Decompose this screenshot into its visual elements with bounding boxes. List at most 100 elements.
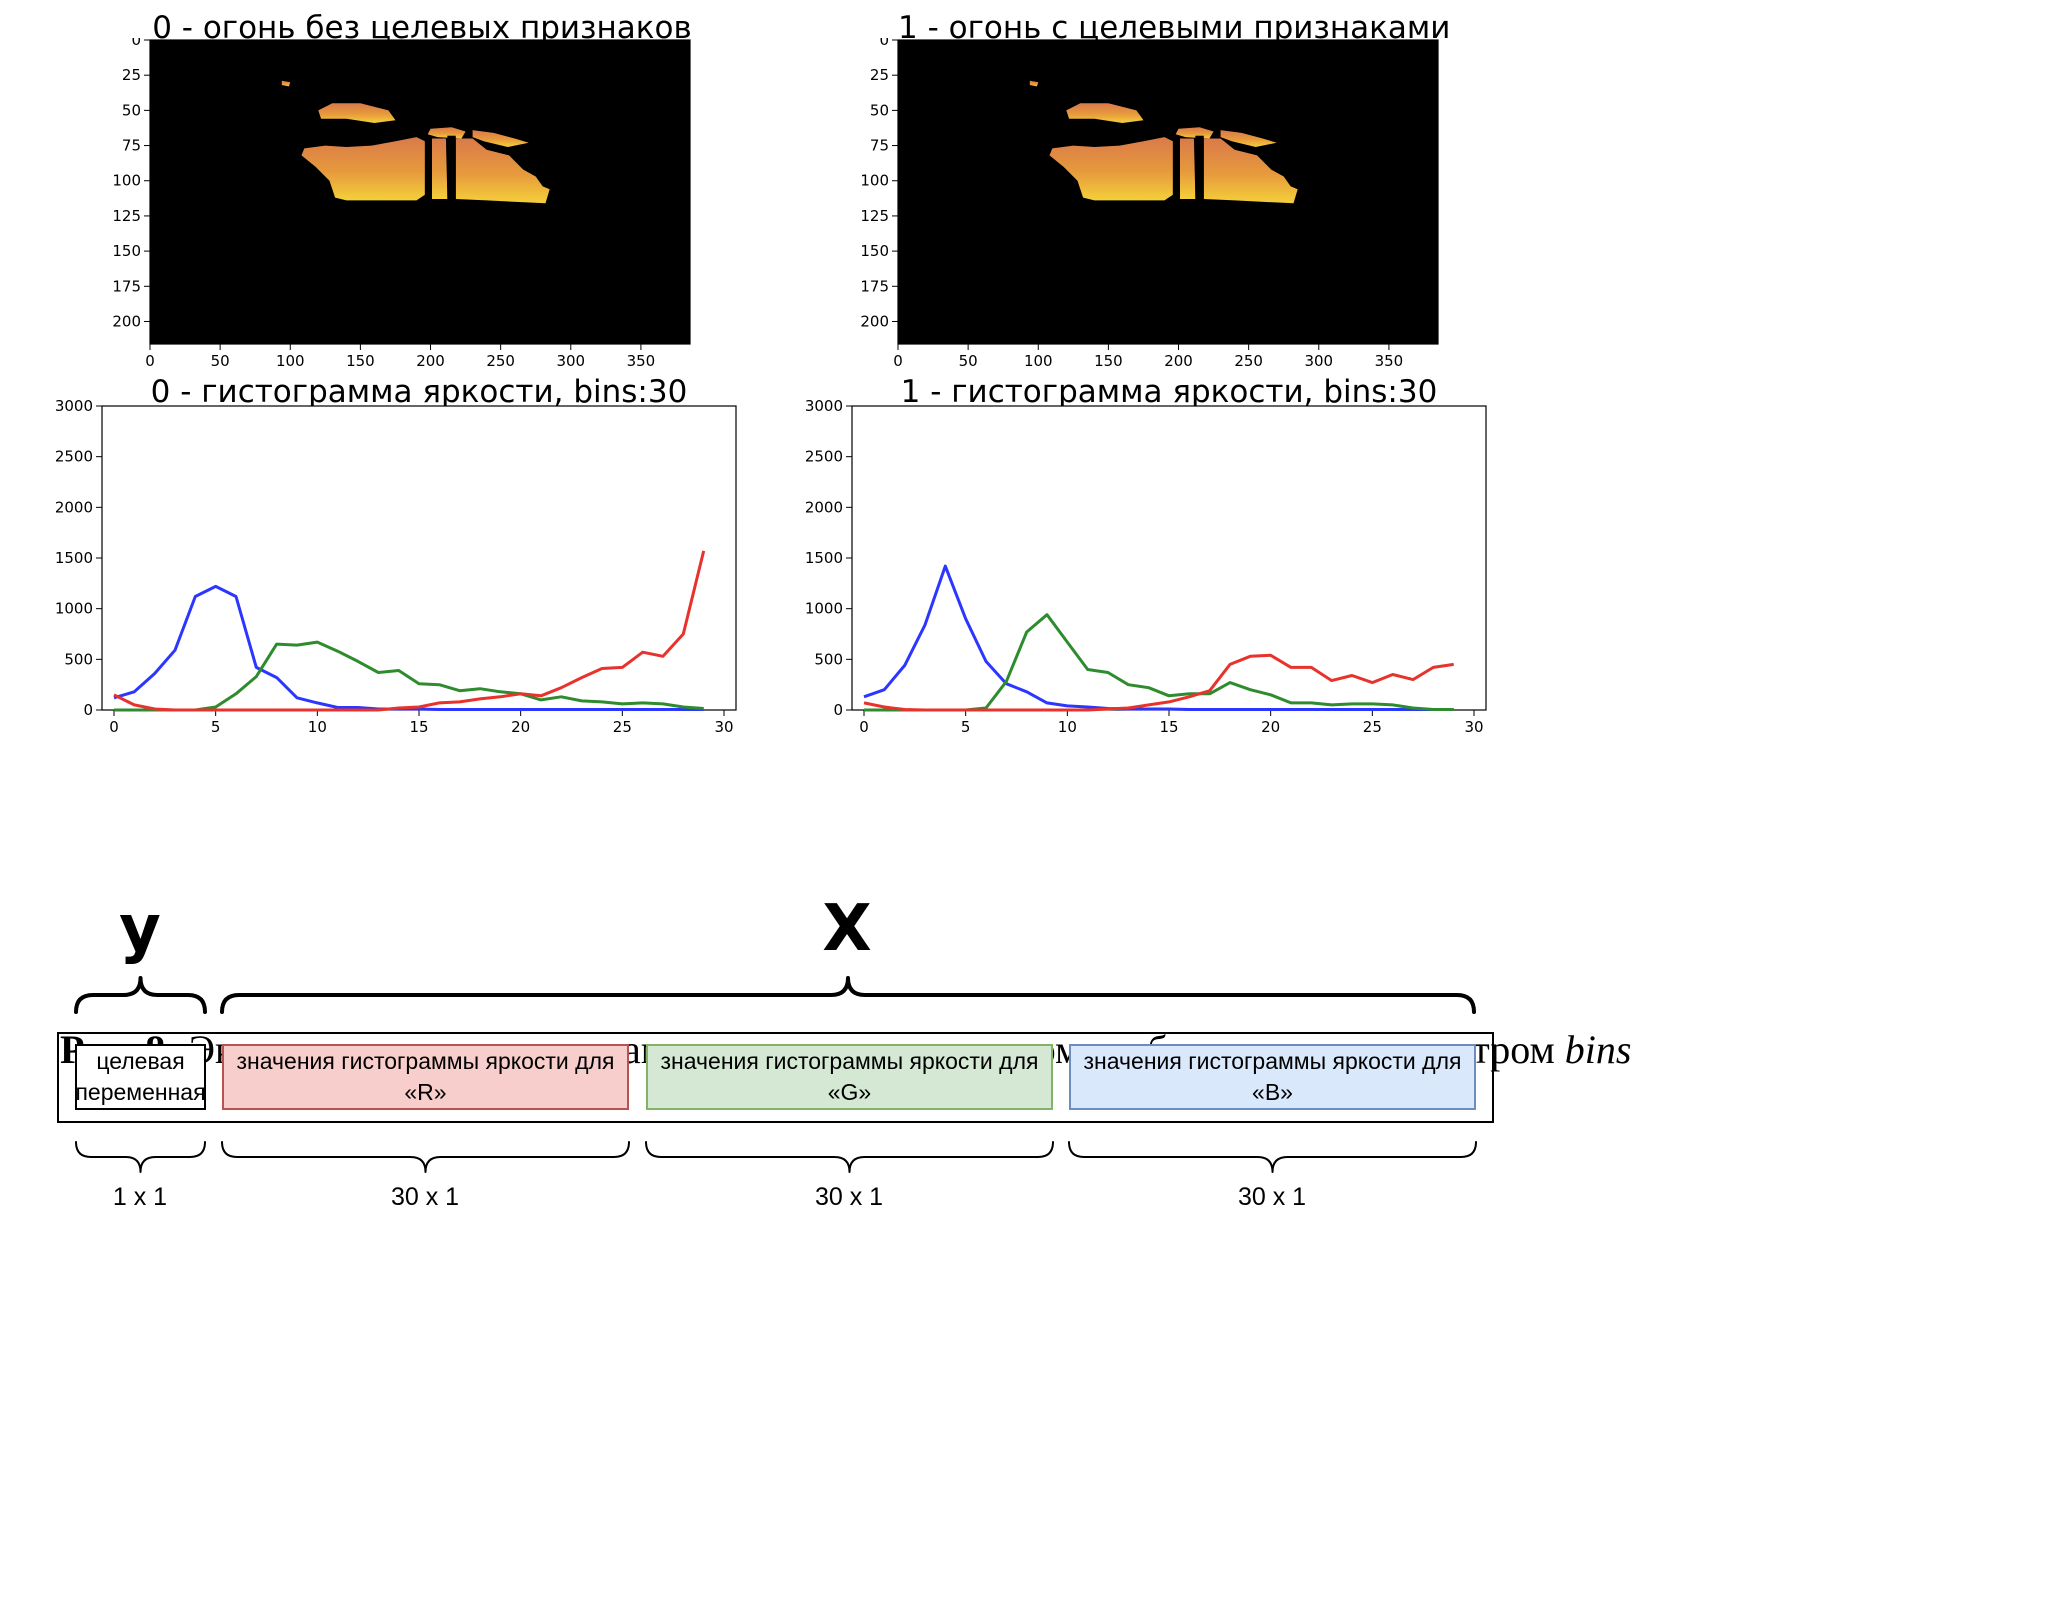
y-tick-label: 0 <box>879 38 889 49</box>
histogram-b-cell: значения гистограммы яркости для «B» <box>1069 1044 1476 1110</box>
x-tick-label: 5 <box>961 718 971 736</box>
plot-frame <box>851 405 1487 711</box>
fire-main-body <box>301 137 425 201</box>
brace-dim-target <box>75 1141 206 1173</box>
x-tick-label: 200 <box>416 352 445 370</box>
x-tick-label: 50 <box>211 352 230 370</box>
x-tick-label: 350 <box>1375 352 1404 370</box>
image-axes-frame <box>897 39 1439 345</box>
series-line-0 <box>863 564 1454 711</box>
fire-window-top-2 <box>472 130 529 147</box>
y-tick-label: 125 <box>860 207 889 225</box>
y-tick-label: 2500 <box>805 448 843 466</box>
panel-title-2: 0 - гистограмма яркости, bins:30 <box>150 374 688 410</box>
fire-top-streak <box>1066 103 1144 123</box>
fire-spark <box>281 80 291 87</box>
y-tick-label: 3000 <box>55 397 93 415</box>
x-tick-label: 250 <box>1234 352 1263 370</box>
x-tick-label: 150 <box>346 352 375 370</box>
x-tick-label: 10 <box>308 718 327 736</box>
fire-window-top-1 <box>1175 127 1214 139</box>
x-tick-label: 20 <box>511 718 530 736</box>
dim-label-b: 30 x 1 <box>1237 1183 1307 1211</box>
x-tick-label: 20 <box>1261 718 1280 736</box>
histogram-chart-0: 0 5 10 15 20 25 30 0 500 1000 1500 2000 2500 3000 <box>55 397 737 736</box>
x-tick-label: 100 <box>276 352 305 370</box>
x-tick-label: 15 <box>1159 718 1178 736</box>
window-frame-bar <box>424 135 432 204</box>
y-tick-label: 50 <box>870 101 889 119</box>
y-tick-label: 100 <box>860 172 889 190</box>
brace-dim-g <box>645 1141 1054 1173</box>
y-tick-label: 0 <box>131 38 141 49</box>
image-panel-1: 0 50 100 150 200 250 300 350 0 25 50 75 100 125 150 175… <box>860 38 1439 370</box>
fire-main-body <box>1049 137 1173 201</box>
x-tick-label: 200 <box>1164 352 1193 370</box>
fire-window-pane-1 <box>431 138 448 199</box>
x-tick-label: 30 <box>714 718 733 736</box>
panel-title-3: 1 - гистограмма яркости, bins:30 <box>900 374 1438 410</box>
x-tick-label: 50 <box>959 352 978 370</box>
x-tick-label: 25 <box>1363 718 1382 736</box>
histogram-g-cell: значения гистограммы яркости для «G» <box>646 1044 1053 1110</box>
x-tick-label: 250 <box>486 352 515 370</box>
brace-dim-r <box>221 1141 630 1173</box>
y-tick-label: 1500 <box>805 549 843 567</box>
y-tick-label: 500 <box>814 650 843 668</box>
y-tick-label: 1500 <box>55 549 93 567</box>
brace-dim-b <box>1068 1141 1477 1173</box>
x-tick-label: 150 <box>1094 352 1123 370</box>
y-label: y <box>119 892 161 966</box>
vector-frame <box>57 1032 1494 1123</box>
x-tick-label: 30 <box>1464 718 1483 736</box>
x-tick-label: 100 <box>1024 352 1053 370</box>
y-tick-label: 0 <box>83 701 93 719</box>
window-frame-bar <box>447 135 456 204</box>
plot-frame <box>101 405 737 711</box>
brace-y <box>74 976 207 1014</box>
window-frame-bar <box>1195 135 1204 204</box>
series-line-2 <box>113 550 706 712</box>
y-tick-label: 150 <box>112 242 141 260</box>
histogram-r-cell: значения гистограммы яркости для «R» <box>222 1044 629 1110</box>
x-tick-label: 0 <box>145 352 155 370</box>
y-tick-label: 500 <box>64 650 93 668</box>
fire-spark <box>1029 80 1039 87</box>
y-tick-label: 75 <box>870 137 889 155</box>
y-tick-label: 125 <box>112 207 141 225</box>
y-tick-label: 100 <box>112 172 141 190</box>
image-panel-0: 0 50 100 150 200 250 300 350 0 25 50 75 100 125 150 175… <box>112 38 691 370</box>
x-tick-label: 10 <box>1058 718 1077 736</box>
y-tick-label: 3000 <box>805 397 843 415</box>
y-tick-label: 2500 <box>55 448 93 466</box>
caption-math: bins <box>1564 1027 1632 1072</box>
fire-top-streak <box>318 103 396 123</box>
y-tick-label: 50 <box>122 101 141 119</box>
fire-window-pane-1 <box>1179 138 1196 199</box>
y-tick-label: 2000 <box>55 498 93 516</box>
image-axes-frame <box>149 39 691 345</box>
y-tick-label: 25 <box>870 66 889 84</box>
x-tick-label: 300 <box>556 352 585 370</box>
fire-window-top-1 <box>427 127 466 139</box>
fire-window-pane-2 <box>455 138 550 204</box>
dim-label-target: 1 x 1 <box>112 1183 168 1211</box>
y-tick-label: 200 <box>112 312 141 330</box>
y-tick-label: 175 <box>860 277 889 295</box>
y-tick-label: 175 <box>112 277 141 295</box>
fire-window-pane-2 <box>1203 138 1298 204</box>
histogram-chart-1: 0 5 10 15 20 25 30 0 500 1000 1500 2000 2500 3000 <box>805 397 1487 736</box>
x-tick-label: 0 <box>109 718 119 736</box>
y-tick-label: 200 <box>860 312 889 330</box>
x-tick-label: 0 <box>859 718 869 736</box>
x-tick-label: 350 <box>627 352 656 370</box>
brace-x <box>220 976 1476 1014</box>
y-tick-label: 1000 <box>805 600 843 618</box>
y-tick-label: 2000 <box>805 498 843 516</box>
dim-label-g: 30 x 1 <box>814 1183 884 1211</box>
x-tick-label: 25 <box>613 718 632 736</box>
y-tick-label: 1000 <box>55 600 93 618</box>
window-frame-bar <box>1172 135 1180 204</box>
series-line-2 <box>863 653 1454 712</box>
